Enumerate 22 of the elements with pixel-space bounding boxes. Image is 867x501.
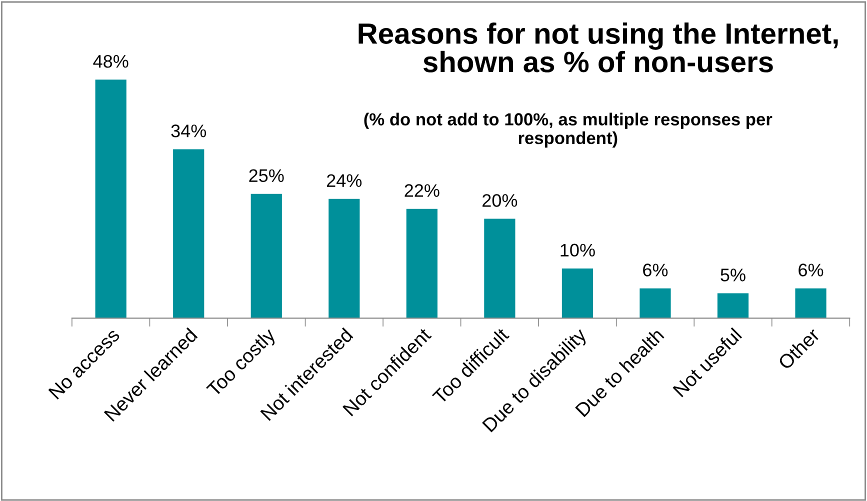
bar xyxy=(406,208,438,318)
bar xyxy=(328,198,360,318)
data-label: 6% xyxy=(798,264,824,276)
data-label: 22% xyxy=(404,184,440,197)
chart-title: Reasons for not using the Internet, shown as % of non-users xyxy=(358,22,838,72)
bar xyxy=(173,149,204,318)
bar xyxy=(640,288,671,318)
bar xyxy=(484,218,516,318)
text: (% do not add to 100%, as multiple responses per respondent) xyxy=(364,112,772,148)
data-label: 24% xyxy=(326,174,362,187)
bar xyxy=(95,80,126,318)
data-label: 20% xyxy=(482,194,518,207)
bar xyxy=(250,194,282,318)
bar xyxy=(562,268,594,318)
bar xyxy=(717,293,749,318)
bar xyxy=(795,288,826,318)
data-label: 6% xyxy=(643,264,668,276)
data-label: 25% xyxy=(249,169,284,182)
data-label: 48% xyxy=(93,54,128,68)
data-label: 34% xyxy=(171,124,206,138)
data-label: 5% xyxy=(720,268,746,282)
data-label: 10% xyxy=(560,244,595,257)
